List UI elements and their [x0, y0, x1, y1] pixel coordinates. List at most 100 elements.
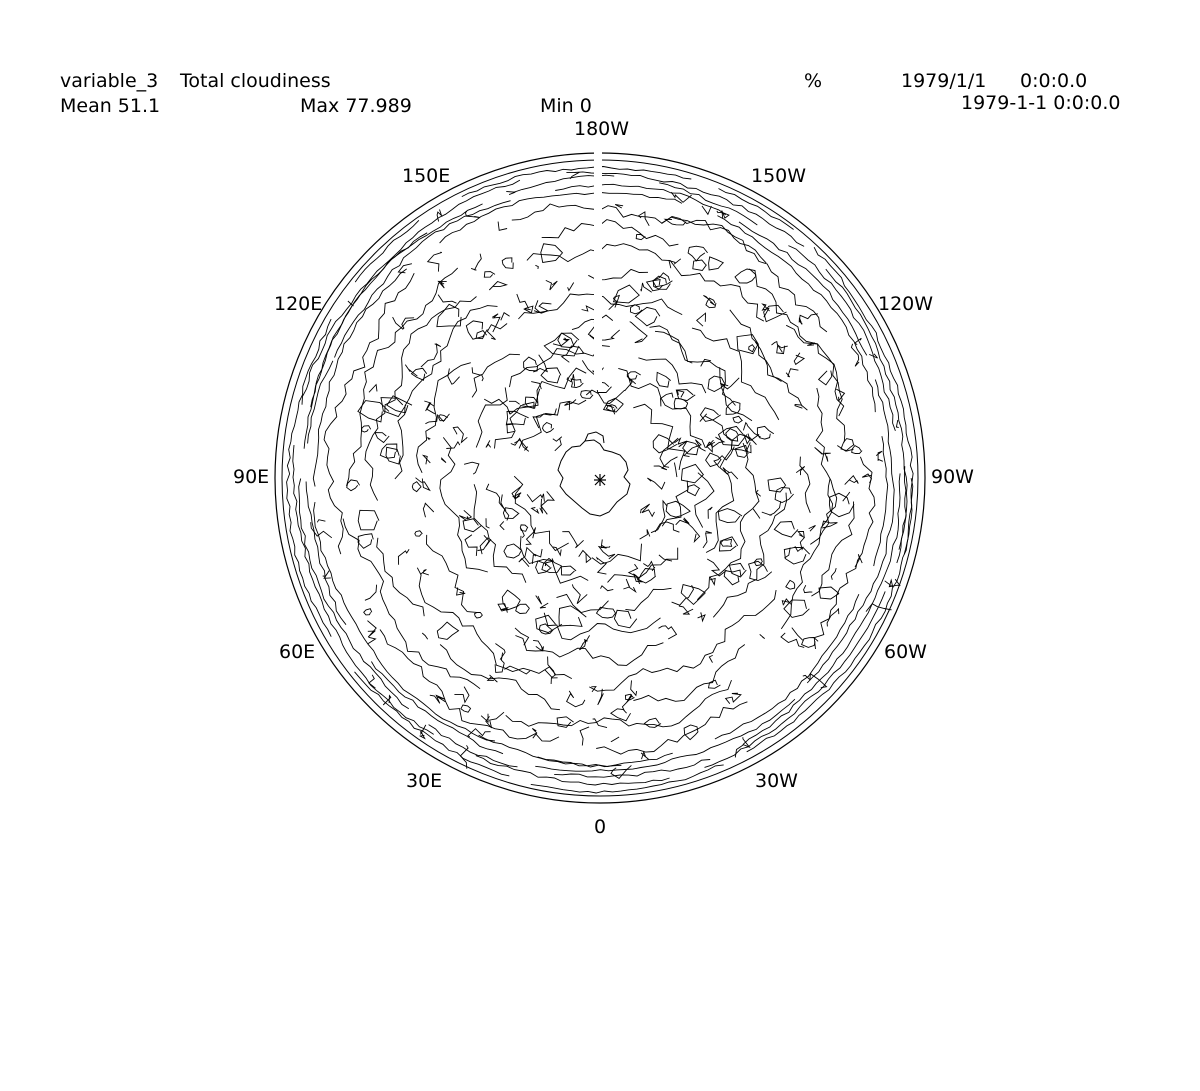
contour-fragment [614, 204, 624, 209]
contour-cell [763, 304, 787, 323]
contour-cell [840, 438, 855, 451]
contour-fragment [509, 400, 520, 405]
contour-fragment [826, 607, 840, 627]
contour-fragment [523, 305, 534, 314]
contour-cell [541, 557, 562, 573]
contour-line [694, 472, 715, 528]
contour-fragment [494, 652, 505, 673]
contour-fragment [367, 620, 377, 638]
contour-cell [818, 586, 840, 600]
contour-fragment [854, 337, 862, 345]
contour-line [478, 734, 673, 768]
contour-line [659, 182, 758, 226]
contour-cell [570, 378, 584, 388]
contour-cell [386, 395, 413, 414]
contour-cell [736, 334, 759, 355]
contour-line [788, 245, 896, 431]
contour-cell [436, 303, 462, 328]
contour-fragment [316, 519, 326, 523]
contour-fragment [797, 531, 805, 538]
contour-line [416, 362, 471, 473]
contour-cell [580, 390, 594, 399]
contour-cell [357, 509, 380, 531]
contour-fragment [663, 218, 687, 226]
contour-fragment [571, 584, 588, 605]
contour-cell [645, 278, 664, 292]
contour-fragment [817, 370, 833, 386]
contour-cell [705, 297, 717, 309]
contour-cell [462, 518, 482, 533]
contour-fragment [479, 537, 492, 555]
lon-label-150w: 150W [751, 165, 806, 187]
contour-line [591, 543, 642, 565]
contour-line [585, 389, 626, 404]
contour-cell [705, 452, 722, 468]
contour-fragment [485, 518, 490, 529]
contour-fragment [673, 462, 678, 478]
contour-fragment [640, 282, 652, 293]
contour-line [354, 219, 420, 283]
contour-cell [801, 637, 819, 648]
contour-fragment [454, 686, 470, 704]
contour-fragment [785, 368, 799, 378]
contour-fragment [707, 506, 713, 519]
lon-label-120e: 120E [274, 293, 322, 315]
contour-fragment [875, 450, 883, 462]
contour-cell [773, 521, 799, 538]
contour-cell [535, 614, 563, 634]
contour-fragment [895, 419, 899, 428]
contour-cell [707, 679, 721, 689]
contour-fragment [734, 737, 751, 758]
contour-cell [540, 243, 564, 264]
contour-fragment [578, 549, 592, 564]
contour-fragment [552, 436, 563, 452]
contour-fragment [422, 502, 435, 518]
lon-label-30w: 30W [755, 770, 798, 792]
contour-fragment [491, 313, 501, 333]
contour-fragment [485, 711, 505, 729]
contour-fragment [719, 377, 740, 390]
contour-cell [756, 425, 775, 440]
contour-fragment [485, 440, 492, 448]
contour-fragment [418, 724, 427, 740]
contour-fragment [668, 258, 682, 269]
contour-fragment [531, 728, 538, 739]
contour-fragment [506, 423, 515, 434]
contour-line [439, 437, 488, 573]
mean-label: Mean 51.1 [60, 95, 161, 117]
contour-line [354, 671, 510, 777]
contour-fragment [842, 491, 851, 502]
contour-fragment [761, 501, 782, 516]
contour-line [799, 456, 811, 513]
contour-cell [708, 256, 724, 271]
units-label: % [804, 70, 823, 92]
contour-cell [473, 611, 483, 619]
datetime-label: 1979-1-1 0:0:0.0 [961, 92, 1121, 114]
contour-fragment [506, 191, 516, 196]
contour-fragment [486, 674, 498, 683]
contour-fragment [610, 736, 620, 743]
contour-fragment [579, 639, 587, 651]
contour-fragment [791, 627, 804, 641]
contour-cell [542, 421, 555, 434]
contour-cell [543, 332, 580, 357]
contour-line [301, 179, 521, 405]
contour-cell [643, 717, 662, 728]
contour-line [746, 478, 914, 753]
contour-cell [374, 432, 390, 444]
contour-fragment [500, 494, 510, 521]
contour-line [511, 203, 767, 264]
lon-label-120w: 120W [878, 293, 933, 315]
contour-fragment [830, 567, 837, 580]
contour-cell [673, 398, 689, 410]
contour-fragment [798, 313, 818, 323]
contour-fragment [597, 544, 616, 560]
contour-fragment [397, 263, 413, 274]
contour-fragment [562, 531, 584, 549]
contour-fragment [605, 404, 616, 415]
contour-fragment [516, 293, 529, 309]
contour-cell [523, 356, 539, 372]
contour-fragment [367, 636, 377, 645]
contour-fragment [471, 367, 484, 382]
contour-line [307, 360, 334, 444]
